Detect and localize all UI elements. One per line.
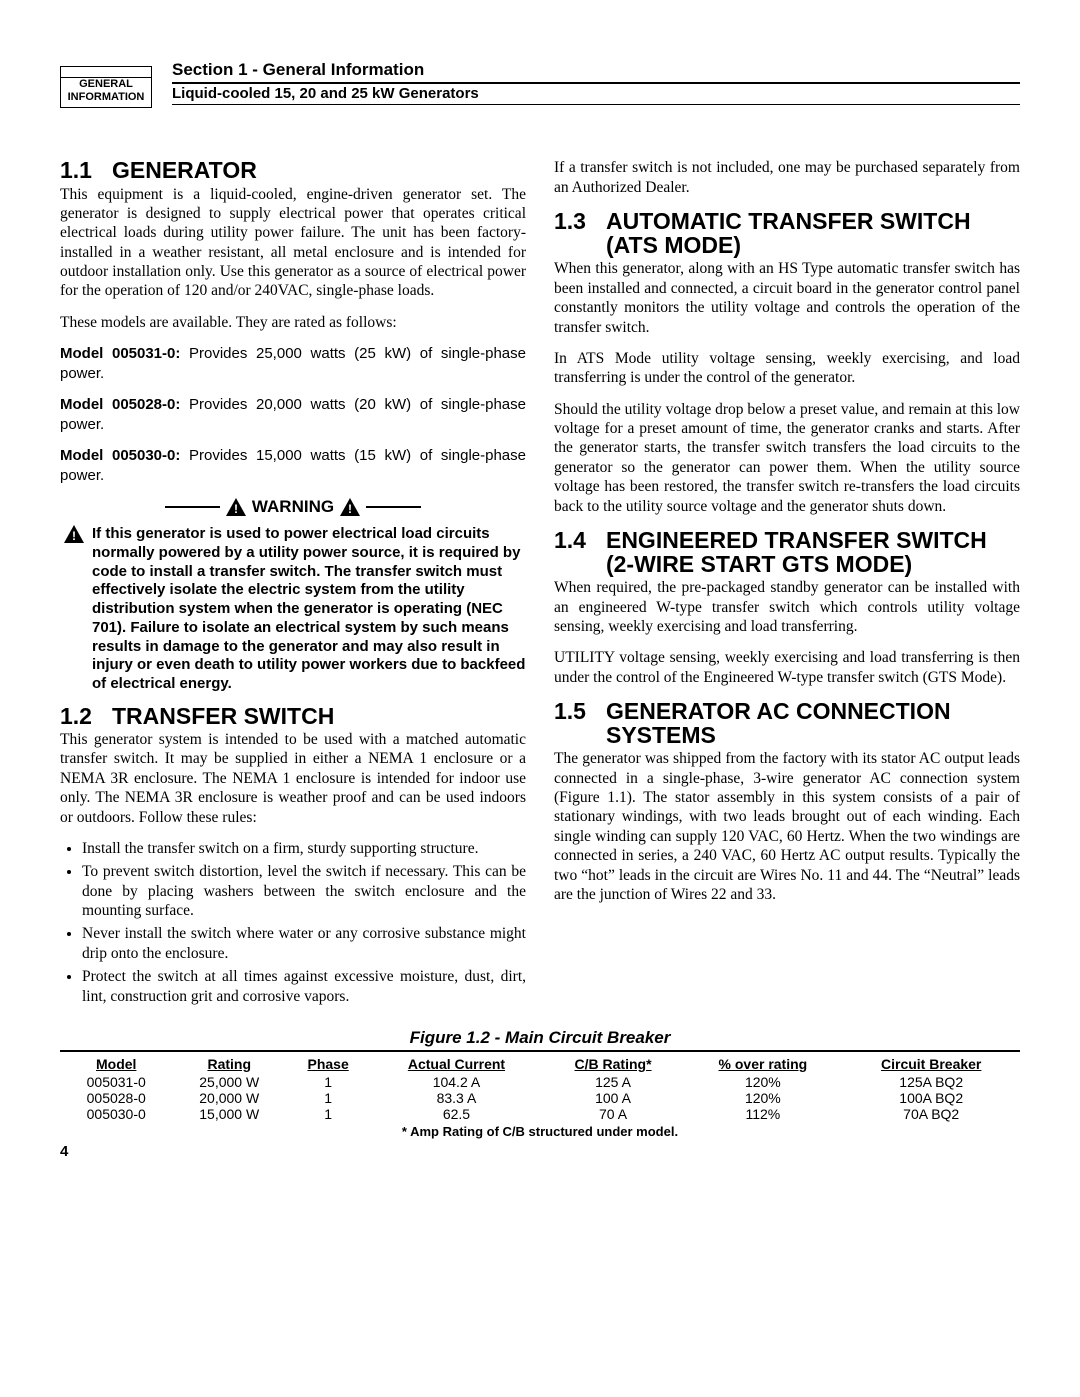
- header-subtitle: Liquid-cooled 15, 20 and 25 kW Generator…: [172, 85, 1020, 105]
- warning-icon: !: [226, 498, 246, 516]
- col-model: Model: [60, 1054, 172, 1074]
- col-breaker: Circuit Breaker: [842, 1054, 1020, 1074]
- s13-p1: When this generator, along with an HS Ty…: [554, 259, 1020, 337]
- heading-1-5: 1.5 GENERATOR AC CONNECTION SYSTEMS: [554, 699, 1020, 747]
- section-title: Section 1 - General Information: [172, 60, 1020, 84]
- list-item: Never install the switch where water or …: [82, 924, 526, 963]
- page-number: 4: [60, 1143, 1020, 1160]
- model-1: Model 005028-0: Provides 20,000 watts (2…: [60, 395, 526, 434]
- tab-box: GENERAL INFORMATION: [60, 66, 152, 108]
- left-column: 1.1 GENERATOR This equipment is a liquid…: [60, 158, 526, 1010]
- right-column: If a transfer switch is not included, on…: [554, 158, 1020, 1010]
- s13-p2: In ATS Mode utility voltage sensing, wee…: [554, 349, 1020, 388]
- warning-icon: !: [64, 525, 84, 694]
- table-body: 005031-0 25,000 W 1 104.2 A 125 A 120% 1…: [60, 1074, 1020, 1122]
- warning-icon: !: [340, 498, 360, 516]
- list-item: To prevent switch distortion, level the …: [82, 862, 526, 920]
- s13-p3: Should the utility voltage drop below a …: [554, 400, 1020, 516]
- list-item: Protect the switch at all times against …: [82, 967, 526, 1006]
- svg-text:!: !: [348, 502, 352, 516]
- page-header: GENERAL INFORMATION Section 1 - General …: [60, 60, 1020, 108]
- warning-body: ! If this generator is used to power ele…: [64, 525, 526, 694]
- heading-1-2: 1.2 TRANSFER SWITCH: [60, 704, 526, 728]
- list-item: Install the transfer switch on a firm, s…: [82, 839, 526, 858]
- s11-p2: These models are available. They are rat…: [60, 313, 526, 332]
- tab-line1: GENERAL: [61, 78, 151, 91]
- table-header-row: Model Rating Phase Actual Current C/B Ra…: [60, 1054, 1020, 1074]
- page: GENERAL INFORMATION Section 1 - General …: [0, 0, 1080, 1397]
- s14-p2: UTILITY voltage sensing, weekly exercisi…: [554, 648, 1020, 687]
- col-cb: C/B Rating*: [543, 1054, 684, 1074]
- table-row: 005031-0 25,000 W 1 104.2 A 125 A 120% 1…: [60, 1074, 1020, 1090]
- table-row: 005030-0 15,000 W 1 62.5 70 A 112% 70A B…: [60, 1106, 1020, 1122]
- warning-label: WARNING: [252, 497, 334, 517]
- s12-p1: This generator system is intended to be …: [60, 730, 526, 827]
- s12-bullets: Install the transfer switch on a firm, s…: [60, 839, 526, 1006]
- col-actual: Actual Current: [370, 1054, 543, 1074]
- breaker-table: Model Rating Phase Actual Current C/B Ra…: [60, 1054, 1020, 1122]
- col-phase: Phase: [286, 1054, 370, 1074]
- header-text: Section 1 - General Information Liquid-c…: [172, 60, 1020, 105]
- tab-line2: INFORMATION: [61, 91, 151, 104]
- s14-p1: When required, the pre-packaged standby …: [554, 578, 1020, 636]
- model-2: Model 005030-0: Provides 15,000 watts (1…: [60, 446, 526, 485]
- heading-1-1: 1.1 GENERATOR: [60, 158, 526, 182]
- col2-top: If a transfer switch is not included, on…: [554, 158, 1020, 197]
- s11-p1: This equipment is a liquid-cooled, engin…: [60, 185, 526, 301]
- table-row: 005028-0 20,000 W 1 83.3 A 100 A 120% 10…: [60, 1090, 1020, 1106]
- figure-caption: Figure 1.2 - Main Circuit Breaker: [60, 1028, 1020, 1052]
- model-0: Model 005031-0: Provides 25,000 watts (2…: [60, 344, 526, 383]
- heading-1-4: 1.4 ENGINEERED TRANSFER SWITCH (2-WIRE S…: [554, 528, 1020, 576]
- col-pct: % over rating: [683, 1054, 842, 1074]
- warning-heading: ! WARNING !: [60, 497, 526, 517]
- col-rating: Rating: [172, 1054, 286, 1074]
- warning-text: If this generator is used to power elect…: [92, 525, 526, 694]
- s15-p1: The generator was shipped from the facto…: [554, 749, 1020, 904]
- svg-text:!: !: [72, 529, 76, 543]
- body-columns: 1.1 GENERATOR This equipment is a liquid…: [60, 158, 1020, 1010]
- svg-text:!: !: [234, 502, 238, 516]
- table-footnote: * Amp Rating of C/B structured under mod…: [60, 1124, 1020, 1139]
- heading-1-3: 1.3 AUTOMATIC TRANSFER SWITCH (ATS MODE): [554, 209, 1020, 257]
